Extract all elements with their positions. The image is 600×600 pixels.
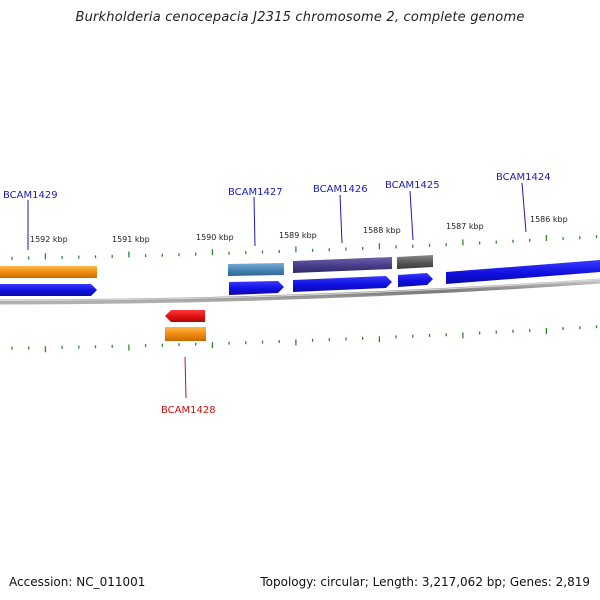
- outer-scale-ticks: [11, 235, 598, 260]
- scale-label-1588: 1588 kbp: [363, 226, 401, 235]
- scale-label-1586: 1586 kbp: [530, 215, 568, 224]
- scale-label-1590: 1590 kbp: [196, 233, 234, 242]
- leader-line-bcam1424: [521, 182, 527, 233]
- gene-arrow-bcam1424[interactable]: [446, 260, 600, 284]
- gene-arrow-bcam1425[interactable]: [398, 273, 433, 287]
- scale-label-1591: 1591 kbp: [112, 235, 150, 244]
- gene-arrow-bcam1429[interactable]: [0, 284, 97, 296]
- gene-label-bcam1425[interactable]: BCAM1425: [385, 180, 440, 191]
- leader-line-bcam1425: [409, 190, 414, 241]
- gene-label-bcam1429[interactable]: BCAM1429: [3, 190, 58, 201]
- gene-label-bcam1424[interactable]: BCAM1424: [496, 172, 551, 183]
- gene-label-bcam1428[interactable]: BCAM1428: [161, 405, 216, 416]
- map-title: Burkholderia cenocepacia J2315 chromosom…: [75, 10, 525, 25]
- leader-line-bcam1427: [253, 196, 256, 247]
- cog-bar-bcam1428[interactable]: [165, 327, 206, 341]
- cog-bar-bcam1427[interactable]: [228, 263, 284, 276]
- gene-label-bcam1427[interactable]: BCAM1427: [228, 187, 283, 198]
- gene-label-bcam1426[interactable]: BCAM1426: [313, 184, 368, 195]
- scale-label-1592: 1592 kbp: [30, 235, 68, 244]
- scale-label-1589: 1589 kbp: [279, 231, 317, 240]
- gene-arrow-bcam1427[interactable]: [229, 281, 284, 295]
- chromosome-backbone: [0, 278, 600, 305]
- backbone-highlight: [0, 279, 600, 301]
- accession-label: Accession: NC_011001: [9, 575, 146, 589]
- gene-arrow-bcam1426[interactable]: [293, 276, 392, 292]
- scale-label-1587: 1587 kbp: [446, 222, 484, 231]
- cog-bar-bcam1426[interactable]: [293, 257, 392, 273]
- leader-line-bcam1428: [184, 356, 187, 399]
- gene-arrow-bcam1428[interactable]: [165, 310, 205, 322]
- leader-line-bcam1426: [339, 194, 343, 244]
- genome-summary: Topology: circular; Length: 3,217,062 bp…: [260, 575, 590, 589]
- cog-bar-bcam1429[interactable]: [0, 266, 97, 278]
- inner-scale-ticks: [11, 325, 598, 353]
- cog-bar-bcam1425[interactable]: [397, 255, 433, 269]
